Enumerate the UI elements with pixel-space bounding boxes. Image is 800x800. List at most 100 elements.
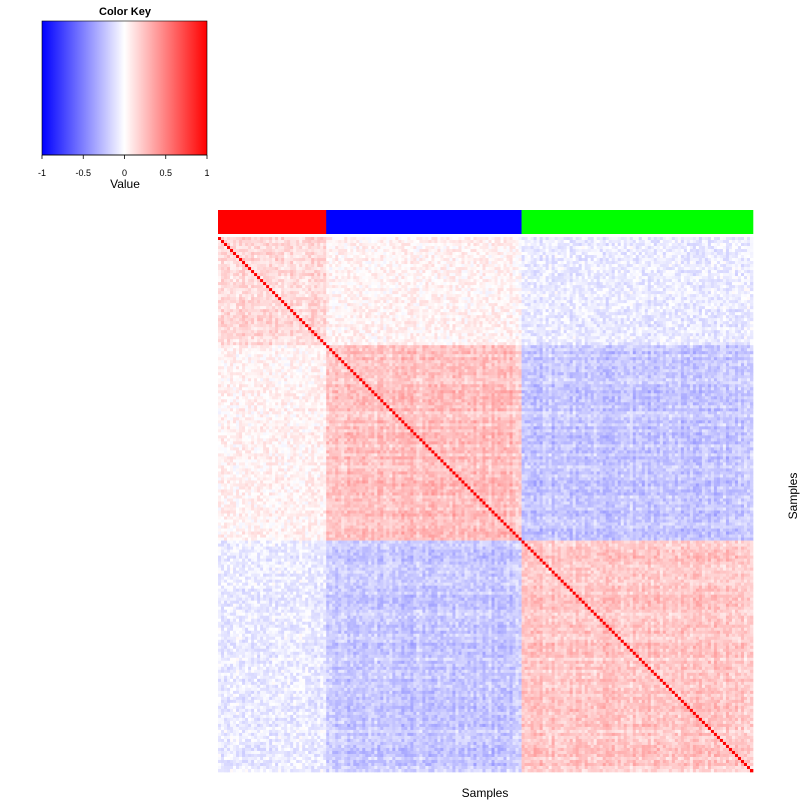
heatmap-cell: [621, 237, 624, 240]
heatmap-cell: [236, 252, 239, 255]
heatmap-cell: [693, 237, 696, 240]
heatmap-cell: [636, 240, 639, 243]
heatmap-cell: [482, 249, 485, 252]
heatmap-cell: [257, 252, 260, 255]
heatmap-cell: [245, 237, 248, 240]
heatmap-cell: [383, 243, 386, 246]
heatmap-cell: [221, 252, 224, 255]
heatmap-cell: [702, 243, 705, 246]
heatmap-cell: [317, 240, 320, 243]
heatmap-cell: [470, 249, 473, 252]
color-key: Color Key -1 -0.5 0 0.5 1 Value: [38, 6, 210, 191]
heatmap-cell: [534, 246, 537, 249]
heatmap-cell: [365, 237, 368, 240]
heatmap-cell: [714, 240, 717, 243]
heatmap-cell: [501, 249, 504, 252]
heatmap-cell: [513, 246, 516, 249]
heatmap-cell: [338, 237, 341, 240]
heatmap-cell: [558, 249, 561, 252]
heatmap-cell: [558, 243, 561, 246]
heatmap-cell: [537, 237, 540, 240]
heatmap-cell: [561, 243, 564, 246]
heatmap-cell: [302, 243, 305, 246]
heatmap-cell: [413, 237, 416, 240]
group-color-bar: [218, 210, 753, 234]
heatmap-cell: [516, 237, 519, 240]
heatmap-cell: [528, 240, 531, 243]
heatmap-cell: [516, 249, 519, 252]
heatmap-cell: [308, 243, 311, 246]
heatmap-cell: [449, 240, 452, 243]
heatmap-cell: [564, 249, 567, 252]
heatmap-cell: [720, 240, 723, 243]
heatmap-cell: [299, 237, 302, 240]
heatmap-cell: [383, 240, 386, 243]
heatmap-cell: [741, 246, 744, 249]
heatmap-cell: [224, 237, 227, 240]
heatmap-cell: [624, 237, 627, 240]
heatmap-cell: [260, 252, 263, 255]
heatmap-cell: [684, 243, 687, 246]
heatmap-cell: [573, 249, 576, 252]
heatmap-cell: [464, 246, 467, 249]
heatmap-cell: [699, 246, 702, 249]
heatmap-cell: [492, 246, 495, 249]
heatmap-cell: [272, 246, 275, 249]
heatmap-cell: [434, 249, 437, 252]
heatmap-cell: [263, 243, 266, 246]
heatmap-cell: [350, 246, 353, 249]
heatmap-cell: [251, 240, 254, 243]
heatmap-cell: [296, 240, 299, 243]
group-color-segment: [522, 210, 754, 234]
heatmap-cell: [242, 252, 245, 255]
heatmap-cell: [413, 240, 416, 243]
heatmap-cell: [666, 240, 669, 243]
heatmap-cell: [486, 240, 489, 243]
heatmap-cell: [639, 237, 642, 240]
heatmap-cell: [230, 249, 233, 252]
heatmap-cell: [401, 243, 404, 246]
heatmap-cell: [546, 249, 549, 252]
heatmap-cell: [293, 237, 296, 240]
heatmap-cell: [705, 243, 708, 246]
heatmap-cell: [416, 246, 419, 249]
heatmap-cell: [720, 246, 723, 249]
heatmap-cell: [278, 243, 281, 246]
heatmap-cell: [263, 249, 266, 252]
heatmap-cell: [341, 240, 344, 243]
heatmap-cell: [567, 237, 570, 240]
heatmap-cell: [564, 246, 567, 249]
heatmap-cell: [666, 249, 669, 252]
heatmap-cell: [368, 237, 371, 240]
heatmap-cell: [422, 240, 425, 243]
heatmap-cell: [717, 237, 720, 240]
heatmap-cell: [236, 237, 239, 240]
heatmap-cell: [648, 249, 651, 252]
heatmap-cell: [537, 246, 540, 249]
heatmap-cell: [308, 249, 311, 252]
heatmap-cell: [362, 249, 365, 252]
heatmap-cell: [233, 237, 236, 240]
heatmap-cell: [672, 240, 675, 243]
heatmap-cell: [413, 246, 416, 249]
heatmap-cell: [711, 246, 714, 249]
heatmap-cell: [501, 246, 504, 249]
heatmap-cell: [726, 240, 729, 243]
heatmap-cell: [567, 249, 570, 252]
heatmap-cell: [254, 246, 257, 249]
heatmap-cell: [218, 246, 221, 249]
heatmap-cell: [275, 240, 278, 243]
heatmap-cell: [425, 243, 428, 246]
heatmap-cell: [519, 240, 522, 243]
heatmap-cell: [708, 246, 711, 249]
heatmap-cell: [236, 240, 239, 243]
heatmap-cell: [377, 249, 380, 252]
heatmap-cell: [549, 246, 552, 249]
heatmap-cell: [455, 240, 458, 243]
heatmap-cell: [543, 240, 546, 243]
heatmap-cell: [711, 249, 714, 252]
heatmap-cell: [395, 240, 398, 243]
heatmap-cell: [507, 237, 510, 240]
heatmap-cell: [570, 246, 573, 249]
heatmap-cell: [612, 243, 615, 246]
